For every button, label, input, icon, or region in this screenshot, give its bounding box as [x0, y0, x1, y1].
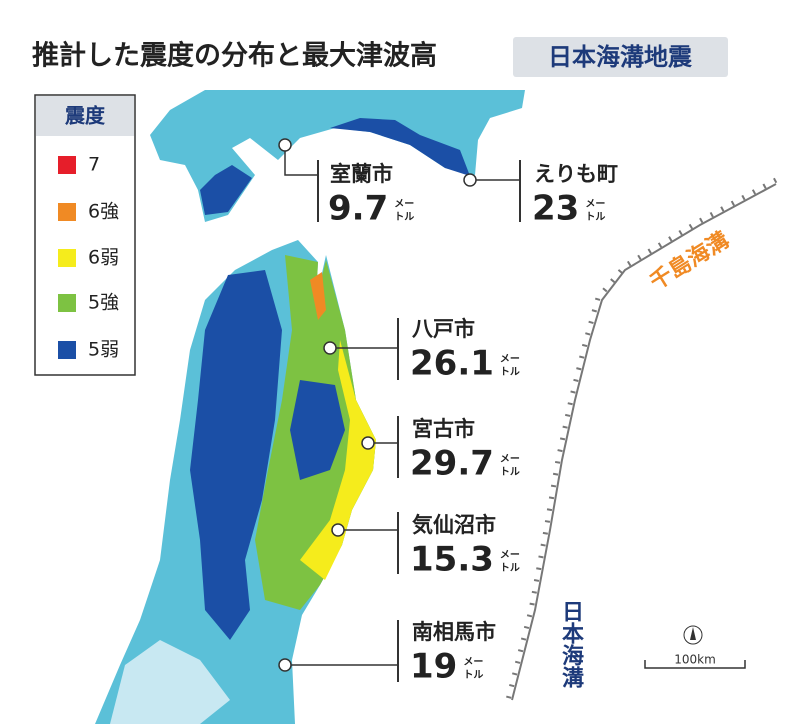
city-name: 気仙沼市 [412, 513, 496, 537]
scale-label: 100km [674, 653, 716, 667]
legend-label: 7 [88, 154, 100, 176]
legend: 震度 7 6強 6弱 5強 5弱 [34, 94, 136, 376]
tsunami-height: 9.7 [328, 189, 388, 229]
north-arrow [690, 627, 696, 640]
unit: トル [463, 669, 483, 681]
city-name: 室蘭市 [330, 162, 393, 186]
legend-swatch [58, 203, 76, 221]
unit: メー [463, 656, 483, 668]
legend-label: 5強 [88, 292, 119, 314]
tsunami-height: 26.1 [410, 344, 494, 384]
city-dot [278, 658, 292, 672]
zone-5-weak [200, 165, 252, 215]
city-dot [331, 523, 345, 537]
zone-5-weak [330, 118, 470, 176]
unit: トル [500, 366, 520, 378]
tsunami-height: 29.7 [410, 444, 494, 484]
zone-low [110, 640, 230, 724]
trench-label: 千島海溝 [645, 227, 733, 296]
scale: 100km [644, 625, 746, 669]
legend-swatch [58, 341, 76, 359]
unit: メー [394, 198, 414, 210]
unit: メー [500, 353, 520, 365]
zone-6-strong [310, 272, 326, 320]
legend-swatch [58, 294, 76, 312]
city-dot [278, 138, 292, 152]
tsunami-height: 15.3 [410, 540, 494, 580]
legend-box [34, 94, 136, 376]
city-dot [323, 341, 337, 355]
unit: メー [500, 453, 520, 465]
tsunami-height: 23 [532, 189, 579, 229]
legend-swatch [58, 156, 76, 174]
unit: トル [394, 211, 414, 223]
legend-label: 5弱 [88, 339, 119, 361]
badge-bg [513, 37, 728, 77]
legend-label: 6弱 [88, 247, 119, 269]
map [95, 90, 525, 724]
trench-label: 日本海溝 [558, 600, 584, 688]
unit: トル [500, 466, 520, 478]
unit: トル [585, 211, 605, 223]
legend-label: 6強 [88, 201, 119, 223]
scale-bar [644, 660, 746, 669]
zone-5-weak [290, 380, 345, 480]
unit: メー [500, 549, 520, 561]
badge: 日本海溝地震 [548, 43, 693, 71]
trenches [505, 177, 778, 701]
trench-line [511, 183, 777, 701]
unit: メー [585, 198, 605, 210]
city-name: えりも町 [534, 162, 618, 186]
leader-line [284, 145, 318, 176]
trench-ticks [505, 177, 778, 701]
city-name: 南相馬市 [412, 620, 496, 644]
unit: トル [500, 562, 520, 574]
legend-title: 震度 [65, 104, 106, 128]
title: 推計した震度の分布と最大津波高 [32, 40, 437, 72]
city-dot [361, 436, 375, 450]
city-name: 八戸市 [412, 317, 475, 341]
city-name: 宮古市 [412, 417, 475, 441]
legend-swatch [58, 249, 76, 267]
city-dot [463, 173, 477, 187]
legend-header [36, 96, 134, 136]
zone-5-weak [190, 270, 282, 640]
tsunami-height: 19 [410, 647, 457, 687]
